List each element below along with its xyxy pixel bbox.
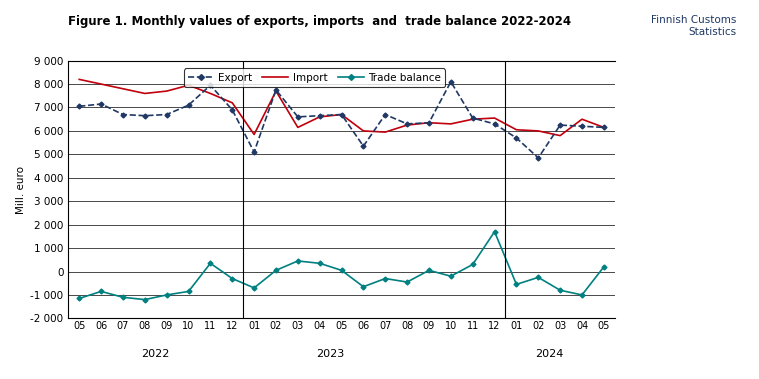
Text: Finnish Customs
Statistics: Finnish Customs Statistics: [651, 15, 736, 37]
Y-axis label: Mill. euro: Mill. euro: [16, 166, 26, 213]
Legend: Export, Import, Trade balance: Export, Import, Trade balance: [184, 69, 445, 87]
Text: 2023: 2023: [317, 349, 345, 359]
Text: 2024: 2024: [535, 349, 563, 359]
Text: Figure 1. Monthly values of exports, imports  and  trade balance 2022-2024: Figure 1. Monthly values of exports, imp…: [68, 15, 572, 28]
Text: 2022: 2022: [142, 349, 170, 359]
